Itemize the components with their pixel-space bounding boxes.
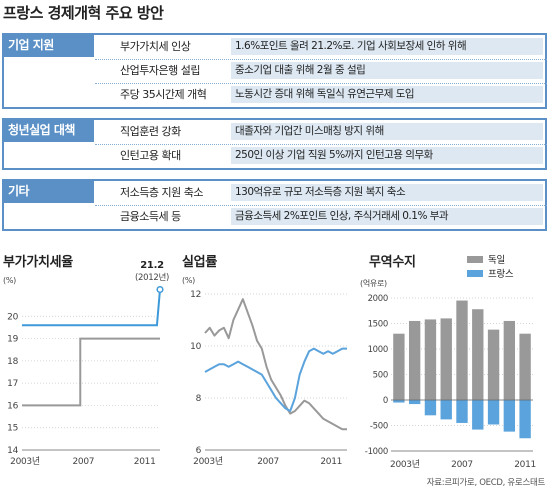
y-tick-label: 12 bbox=[190, 290, 201, 300]
section-label: 기타 bbox=[2, 179, 94, 203]
policy-name: 산업투자은행 설립 bbox=[120, 64, 200, 77]
x-tick-label: 2003년 bbox=[10, 456, 40, 467]
legend-swatch bbox=[467, 256, 483, 263]
policy-detail: 1.6%포인트 올려 21.2%로. 기업 사회보장세 인하 위해 bbox=[231, 38, 543, 55]
data-label-note: (2012년) bbox=[135, 272, 169, 283]
germany-trade-bar bbox=[487, 329, 500, 400]
y-tick-label: -500 bbox=[370, 422, 388, 432]
policy-row: 부가가치세 인상 1.6%포인트 올려 21.2%로. 기업 사회보장세 인하 … bbox=[95, 38, 545, 56]
germany-trade-bar bbox=[424, 319, 437, 400]
chart-title: 실업률 bbox=[182, 254, 217, 270]
germany-trade-bar bbox=[472, 309, 484, 400]
y-tick-label: -1000 bbox=[365, 447, 388, 457]
y-tick-label: 10 bbox=[190, 342, 201, 352]
y-tick-label: 17 bbox=[7, 379, 18, 389]
section-other: 기타 저소득층 지원 축소 130억유로 규모 저소득층 지원 복지 축소 금융… bbox=[2, 179, 547, 231]
germany-trade-bar bbox=[519, 333, 531, 400]
y-tick-label: 0 bbox=[383, 396, 388, 406]
x-tick-label: 2011 bbox=[134, 457, 156, 467]
y-tick-label: 18 bbox=[7, 357, 18, 367]
section-corporate-support: 기업 지원 부가가치세 인상 1.6%포인트 올려 21.2%로. 기업 사회보… bbox=[2, 33, 547, 109]
germany-unemployment-line bbox=[204, 298, 347, 431]
germany-trade-bar bbox=[408, 320, 421, 400]
france-trade-bar bbox=[456, 400, 468, 423]
policy-row: 저소득층 지원 축소 130억유로 규모 저소득층 지원 복지 축소 bbox=[95, 184, 545, 202]
policy-row: 금융소득세 등 금융소득세 2%포인트 인상, 주식거래세 0.1% 부과 bbox=[95, 208, 545, 226]
source-note: 자료:르피가로, OECD, 유로스태트 bbox=[427, 478, 546, 488]
y-tick-label: 1500 bbox=[368, 320, 388, 330]
y-tick-label: 20 bbox=[7, 312, 18, 322]
germany-trade-bar bbox=[440, 318, 452, 400]
france-trade-bar bbox=[519, 400, 531, 439]
policy-detail: 노동시간 증대 위해 독일식 유연근무제 도입 bbox=[231, 86, 543, 103]
france-trade-bar bbox=[440, 400, 452, 420]
y-tick-label: 19 bbox=[7, 335, 18, 345]
vat-series-line bbox=[22, 289, 161, 327]
france-trade-bar bbox=[472, 400, 484, 430]
section-youth-unemployment: 청년실업 대책 직업훈련 강화 대졸자와 기업간 미스매칭 방지 위해 인턴고용… bbox=[2, 118, 547, 170]
policy-name: 인턴고용 확대 bbox=[120, 149, 181, 162]
y-tick-label: 1000 bbox=[368, 345, 388, 355]
france-unemployment-line bbox=[204, 347, 347, 412]
y-tick-label: 8 bbox=[196, 394, 202, 404]
france-trade-bar bbox=[408, 400, 421, 405]
policy-detail: 금융소득세 2%포인트 인상, 주식거래세 0.1% 부과 bbox=[231, 208, 543, 225]
y-tick-label: 2000 bbox=[368, 294, 388, 304]
y-tick-label: 16 bbox=[7, 401, 18, 411]
legend-label: 프랑스 bbox=[488, 268, 514, 280]
legend-swatch bbox=[467, 270, 483, 277]
policy-detail: 250인 이상 기업 직원 5%까지 인턴고용 의무화 bbox=[231, 147, 543, 164]
policy-name: 금융소득세 등 bbox=[120, 210, 181, 223]
chart-title: 부가가치세율 bbox=[3, 254, 73, 270]
x-tick-label: 2003년 bbox=[390, 459, 420, 470]
section-frame bbox=[2, 33, 547, 109]
policy-detail: 대졸자와 기업간 미스매칭 방지 위해 bbox=[231, 123, 543, 140]
row-divider bbox=[95, 144, 547, 145]
data-label-value: 21.2 bbox=[140, 260, 164, 271]
y-tick-label: 6 bbox=[196, 446, 202, 456]
x-tick-label: 2011 bbox=[514, 460, 536, 470]
policy-row: 직업훈련 강화 대졸자와 기업간 미스매칭 방지 위해 bbox=[95, 123, 545, 141]
axis-unit: (억유로) bbox=[360, 278, 387, 288]
axis-unit: (%) bbox=[182, 276, 195, 285]
x-tick-label: 2011 bbox=[320, 457, 342, 467]
axis-unit: (%) bbox=[3, 276, 16, 285]
x-tick-label: 2007 bbox=[451, 460, 473, 470]
policy-row: 산업투자은행 설립 중소기업 대출 위해 2월 중 설립 bbox=[95, 62, 545, 80]
y-tick-label: 500 bbox=[373, 371, 388, 381]
vat-series-line bbox=[22, 337, 160, 407]
policy-name: 주당 35시간제 개혁 bbox=[120, 88, 207, 101]
row-divider bbox=[95, 59, 547, 60]
france-trade-bar bbox=[393, 400, 405, 403]
germany-trade-bar bbox=[393, 333, 405, 400]
y-tick-label: 15 bbox=[7, 424, 18, 434]
policy-name: 부가가치세 인상 bbox=[120, 40, 191, 53]
y-tick-label: 14 bbox=[7, 446, 18, 456]
row-divider bbox=[95, 83, 547, 84]
section-label: 청년실업 대책 bbox=[2, 118, 94, 142]
france-trade-bar bbox=[503, 400, 516, 432]
x-tick-label: 2007 bbox=[257, 457, 279, 467]
france-trade-bar bbox=[424, 400, 437, 416]
x-tick-label: 2003년 bbox=[193, 456, 223, 467]
policy-detail: 130억유로 규모 저소득층 지원 복지 축소 bbox=[231, 184, 543, 201]
page-title: 프랑스 경제개혁 주요 방안 bbox=[3, 4, 164, 22]
policy-row: 주당 35시간제 개혁 노동시간 증대 위해 독일식 유연근무제 도입 bbox=[95, 86, 545, 104]
chart-title: 무역수지 bbox=[369, 254, 416, 270]
policy-name: 직업훈련 강화 bbox=[120, 125, 181, 138]
data-point-2012 bbox=[156, 285, 164, 294]
germany-trade-bar bbox=[456, 300, 468, 400]
policy-row: 인턴고용 확대 250인 이상 기업 직원 5%까지 인턴고용 의무화 bbox=[95, 147, 545, 165]
x-tick-label: 2007 bbox=[72, 457, 94, 467]
policy-name: 저소득층 지원 축소 bbox=[120, 186, 203, 199]
france-trade-bar bbox=[487, 400, 500, 425]
legend-label: 독일 bbox=[488, 255, 505, 266]
germany-trade-bar bbox=[503, 320, 516, 400]
policy-detail: 중소기업 대출 위해 2월 중 설립 bbox=[231, 62, 543, 79]
row-divider bbox=[95, 205, 547, 206]
section-label: 기업 지원 bbox=[2, 33, 94, 57]
